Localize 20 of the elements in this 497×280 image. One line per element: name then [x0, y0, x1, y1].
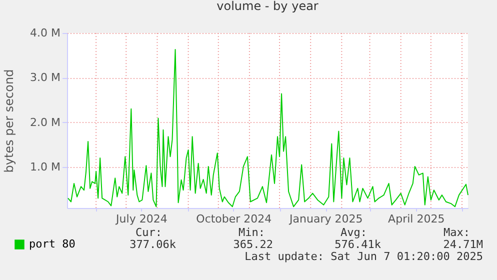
text: 377.06k [130, 238, 176, 251]
text: 24.71M [443, 238, 484, 251]
x-tick-label: October 2024 [196, 212, 272, 226]
text: Avg: [340, 226, 367, 239]
x-tick-label: January 2025 [288, 212, 363, 226]
text: Cur: [136, 226, 162, 239]
y-tick-label: 1.0 M [30, 160, 60, 174]
text: Last update: Sat Jun 7 01:20:00 2025 [244, 250, 483, 263]
chart-title: volume - by year [216, 0, 318, 13]
y-tick-label: 2.0 M [30, 116, 60, 129]
y-tick-label: 4.0 M [30, 26, 60, 40]
legend-label: port 80 [29, 238, 76, 250]
text: Max: [444, 226, 470, 239]
x-tick-label: April 2025 [388, 212, 445, 226]
y-axis-title: bytes per second [2, 69, 16, 173]
text: 576.41k [334, 238, 382, 251]
x-tick-label: July 2024 [115, 212, 168, 226]
text: 365.22 [233, 238, 273, 251]
text: Min: [238, 226, 265, 239]
y-tick-label: 3.0 M [30, 71, 60, 84]
